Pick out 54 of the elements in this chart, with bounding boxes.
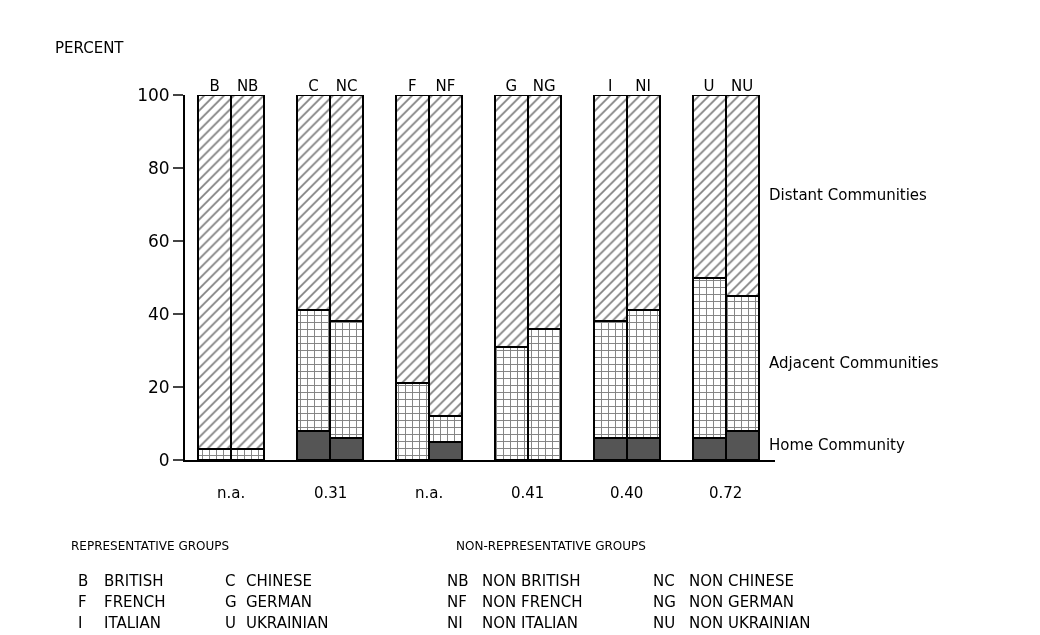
y-tick-label: 0 [158,449,170,470]
text: U [225,614,236,632]
text: 0.72 [709,484,743,502]
text: 0.41 [511,484,545,502]
text: UKRAINIAN [246,614,329,632]
x-tick-label: NI [635,77,651,95]
x-tick-label: NF [435,77,456,95]
x-tick-label: NG [532,77,556,95]
x-tick-label: NC [335,77,358,95]
text: NON-REPRESENTATIVE GROUPS [456,539,646,553]
series-label: Adjacent Communities [769,354,939,372]
x-tick-label: U [703,77,715,95]
text: NON ITALIAN [482,614,578,632]
text: NU [653,614,676,632]
x-tick-label: NB [236,77,259,95]
text: G [225,593,237,611]
y-tick-label: 20 [147,376,170,397]
text: NC [653,572,675,590]
text: NF [447,593,467,611]
text: BRITISH [104,572,164,590]
text: NON GERMAN [689,593,794,611]
text: I [78,614,83,632]
text: F [78,593,87,611]
y-axis-title: PERCENT [55,39,125,57]
text: 0.40 [610,484,644,502]
text: FRENCH [104,593,166,611]
y-tick-label: 80 [147,157,170,178]
x-tick-label: NU [730,77,754,95]
x-tick-label: B [209,77,220,95]
text: n.a. [415,484,444,502]
x-tick-label: C [308,77,319,95]
text: NI [447,614,463,632]
x-tick-label: G [505,77,518,95]
text: NON UKRAINIAN [689,614,811,632]
x-tick-label: F [408,77,417,95]
text: GERMAN [246,593,312,611]
text: NON BRITISH [482,572,581,590]
text: n.a. [217,484,246,502]
x-tick-label: I [607,77,613,95]
text: REPRESENTATIVE GROUPS [71,539,230,553]
series-label: Home Community [769,436,905,454]
text: ITALIAN [104,614,161,632]
text: CHINESE [246,572,312,590]
text: C [225,572,236,590]
y-tick-label: 40 [147,303,170,324]
text: NON CHINESE [689,572,794,590]
text: NON FRENCH [482,593,583,611]
text: NG [653,593,676,611]
text: B [78,572,89,590]
y-tick-label: 100 [137,84,170,105]
y-tick-label: 60 [147,230,170,251]
text: NB [447,572,469,590]
series-label: Distant Communities [769,186,928,204]
text: 0.31 [314,484,348,502]
